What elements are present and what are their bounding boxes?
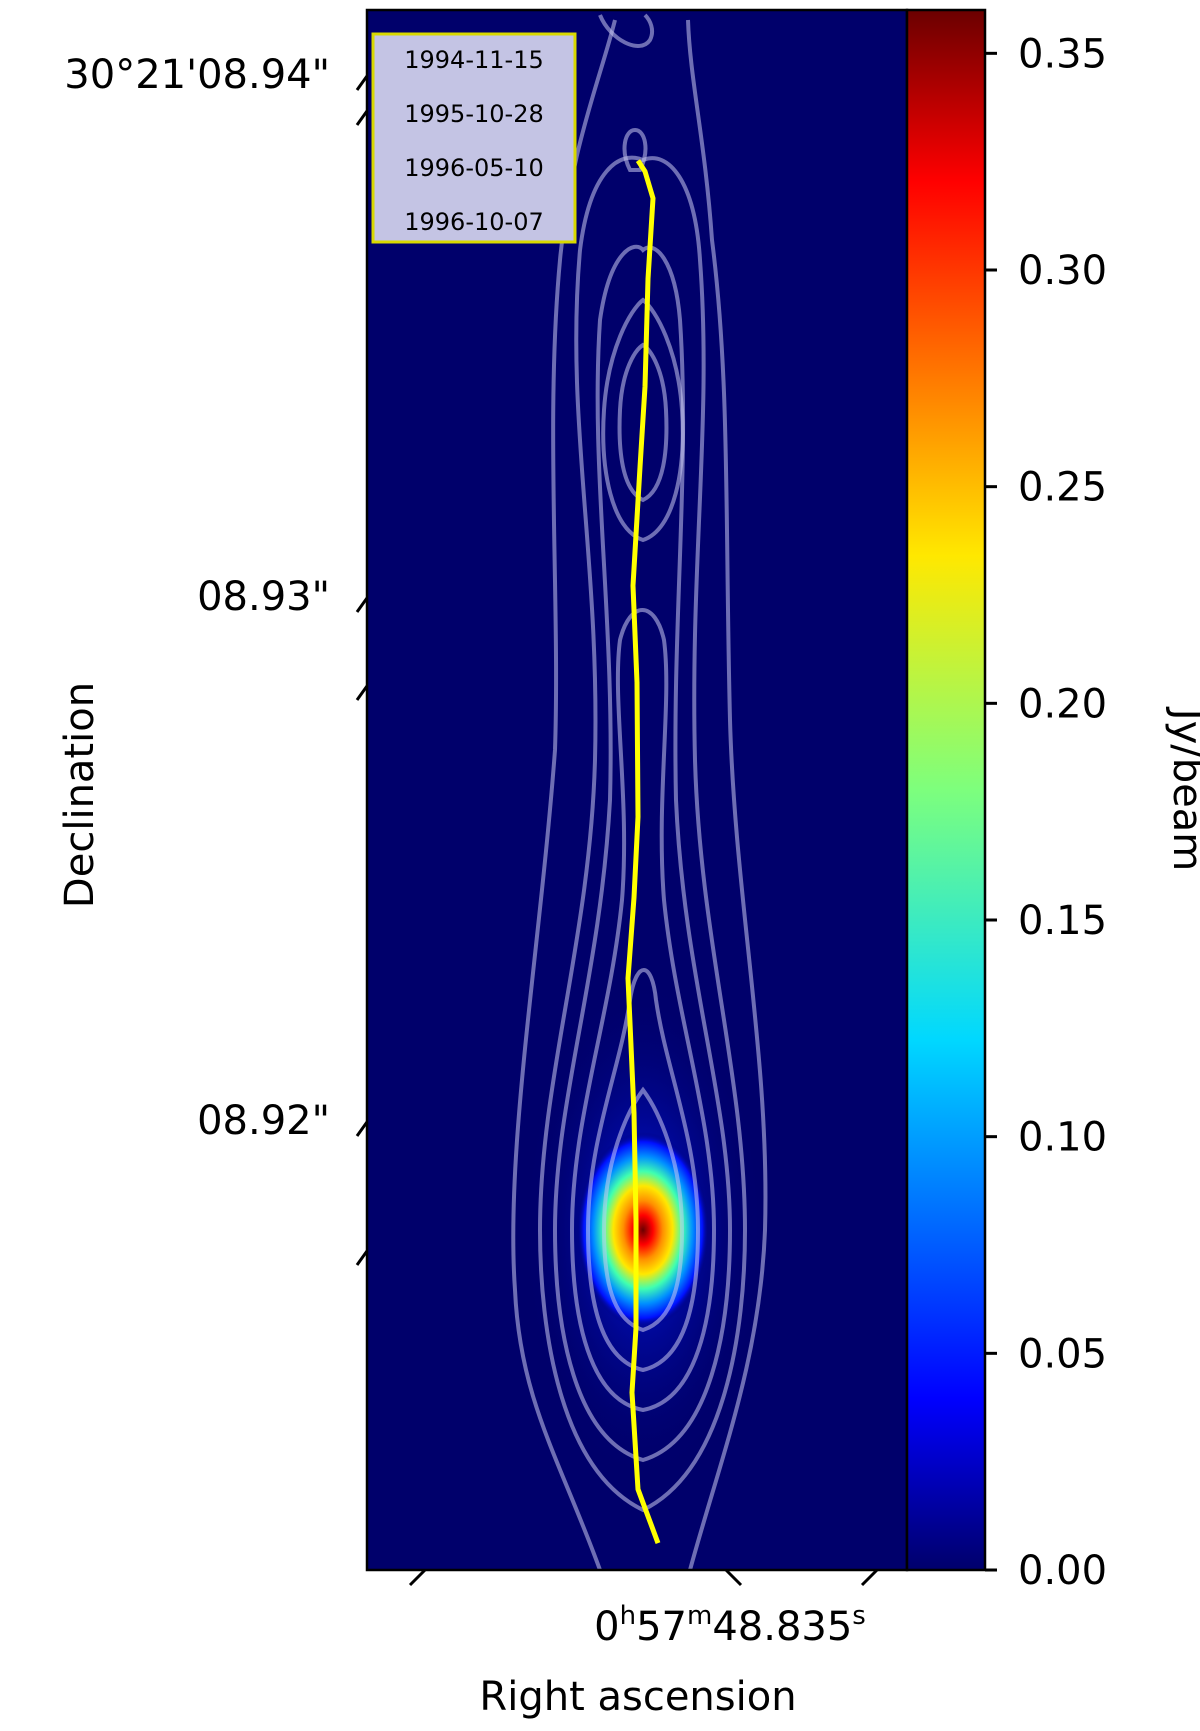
top-tick [408,10,411,12]
x-axis-title: Right ascension [479,1674,796,1720]
colorbar-tick-label: 0.05 [1018,1331,1107,1377]
colorbar-tick-label: 0.15 [1018,898,1107,944]
top-tick [862,10,865,12]
y-tick-label: 08.93" [197,574,330,620]
colorbar-tick-label: 0.20 [1018,681,1107,727]
y-tick-label: 30°21'08.94" [64,52,330,98]
emission-core [577,1132,709,1328]
x-tick [724,1568,743,1587]
colorbar-label: Jy/beam [1164,706,1200,871]
contour-line [601,297,685,543]
colorbar-tick-label: 0.35 [1018,31,1107,77]
x-axis: 0h57m48.835s Right ascension [408,1568,879,1720]
colorbar-gradient [905,8,987,1572]
colorbar-tick-label: 0.25 [1018,465,1107,511]
colorbar-tick-label: 0.00 [1018,1548,1107,1594]
colorbar-tick-label: 0.30 [1018,248,1107,294]
y-tick [355,75,369,91]
legend-entry: 1995-10-28 [404,100,543,128]
contour-line [622,127,648,172]
y-tick [355,110,369,126]
y-axis-title: Declination [57,682,103,908]
y-tick-label: 08.92" [197,1098,330,1144]
colorbar: 0.00 0.05 0.10 0.15 0.20 0.25 0.30 0.35 Jy/beam [905,8,1200,1594]
x-tick-label: 0h57m48.835s [594,1601,866,1650]
contour-line [552,244,733,1463]
contour-lines [511,13,768,1570]
legend-entry: 1994-11-15 [404,46,543,74]
y-tick [355,597,369,613]
legend-entry: 1996-05-10 [404,154,543,182]
y-axis: 30°21'08.94" 08.93" 08.92" Declination [57,52,369,1266]
ridge-line [625,159,661,1544]
x-tick [408,1568,427,1587]
contour-line [617,342,669,503]
legend-entry: 1996-10-07 [404,208,543,236]
plot-area [365,8,909,1572]
x-tick [860,1568,879,1587]
colorbar-tick-label: 0.10 [1018,1115,1107,1161]
contour-line [601,1086,685,1333]
contour-line [585,968,701,1373]
contour-line [598,13,655,48]
legend: 1994-11-15 1995-10-28 1996-05-10 1996-10… [371,32,577,244]
y-tick [355,1250,369,1266]
y-tick [355,685,369,701]
y-tick [355,1121,369,1137]
contour-line [569,608,717,1413]
contour-line [686,19,768,1570]
legend-box [371,32,577,244]
